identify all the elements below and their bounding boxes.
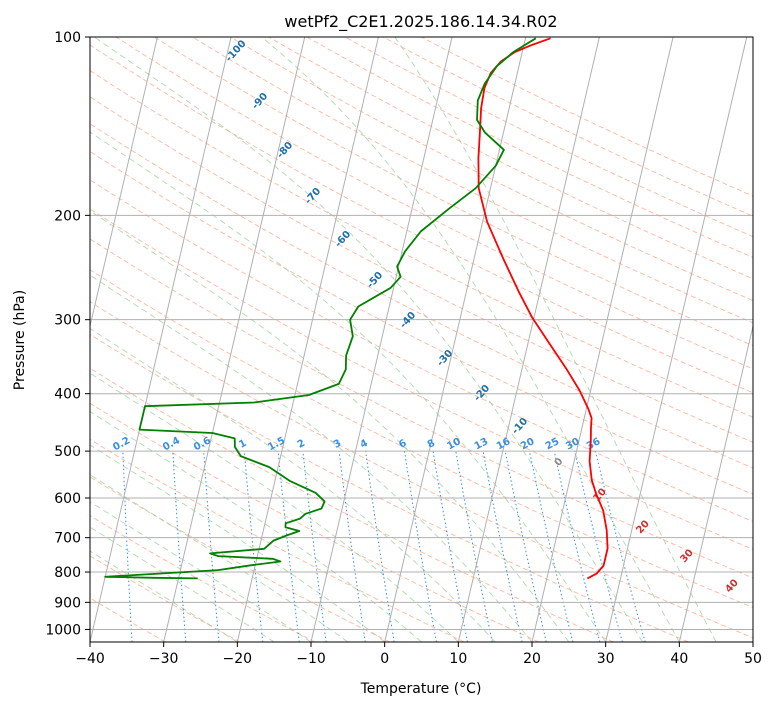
isotherm-line bbox=[236, 37, 379, 642]
dry-adiabat-line bbox=[421, 37, 753, 197]
x-tick-label: 20 bbox=[523, 651, 541, 667]
moist-adiabat-line bbox=[90, 327, 496, 642]
isotherm-line bbox=[310, 37, 453, 642]
dry-adiabat-line bbox=[90, 269, 753, 609]
mixing-ratio-label: 3 bbox=[332, 438, 343, 451]
dry-adiabat-line bbox=[268, 37, 753, 280]
moist-adiabat-line bbox=[394, 37, 717, 642]
y-tick-label: 400 bbox=[54, 387, 81, 403]
x-tick-label: −10 bbox=[296, 651, 326, 667]
moist-adiabat-line bbox=[90, 210, 570, 642]
dry-adiabat-line bbox=[344, 37, 753, 238]
dry-adiabat-line bbox=[115, 37, 753, 370]
dry-adiabat-line bbox=[192, 37, 753, 324]
x-tick-label: 40 bbox=[670, 651, 688, 667]
mixing-ratio-line bbox=[574, 450, 623, 642]
plot-area: 0.10.20.40.611.52346810131620253036-100-… bbox=[90, 37, 753, 642]
moist-adiabat-line bbox=[90, 131, 607, 642]
moist-adiabat-line bbox=[90, 411, 422, 642]
dry-adiabat-line bbox=[90, 123, 753, 469]
y-tick-label: 600 bbox=[54, 491, 81, 507]
x-tick-label: 10 bbox=[449, 651, 467, 667]
dry-adiabat-line bbox=[90, 96, 753, 443]
tick-layer: −40 −30 −20 −10 0 10 20 30 40 50 100 200 300 400 500 60… bbox=[45, 30, 762, 667]
y-tick-label: 500 bbox=[54, 444, 81, 460]
x-tick-label: 30 bbox=[597, 651, 615, 667]
dry-adiabat-line bbox=[154, 37, 753, 347]
mixing-ratio-label: 6 bbox=[397, 438, 408, 451]
y-tick-label: 700 bbox=[54, 531, 81, 547]
isotherm-line bbox=[90, 37, 158, 329]
moist-adiabat-line bbox=[90, 550, 238, 642]
dewpoint-profile-line bbox=[104, 37, 537, 580]
plot-frame bbox=[89, 36, 754, 643]
x-tick-label: −30 bbox=[149, 651, 179, 667]
moist-adiabat-line bbox=[90, 474, 349, 642]
isotherm-line bbox=[531, 37, 674, 642]
mixing-ratio-line bbox=[277, 451, 300, 642]
mixing-ratio-label: 8 bbox=[426, 438, 437, 451]
dry-adiabat-line bbox=[382, 37, 753, 217]
dry-adiabat-line bbox=[90, 208, 753, 550]
temperature-profile-line bbox=[477, 37, 609, 580]
x-tick-label: 50 bbox=[744, 651, 762, 667]
series-layer bbox=[104, 37, 609, 580]
moist-adiabat-line bbox=[90, 274, 533, 642]
mixing-ratio-label: 2 bbox=[296, 438, 307, 451]
dry-adiabat-line bbox=[90, 238, 753, 579]
moist-adiabat-line bbox=[90, 444, 385, 642]
mixing-ratio-line bbox=[203, 451, 220, 642]
y-tick-label: 800 bbox=[54, 565, 81, 581]
dry-adiabat-line bbox=[230, 37, 753, 302]
mixing-ratio-line bbox=[482, 451, 523, 642]
isotherm-line bbox=[605, 37, 748, 642]
y-tick-label: 200 bbox=[54, 208, 81, 224]
isotherm-line bbox=[384, 37, 527, 642]
dry-adiabat-line bbox=[90, 333, 689, 642]
mixing-ratio-label: 4 bbox=[358, 438, 369, 451]
isotherm-line bbox=[90, 37, 232, 642]
x-tick-label: 0 bbox=[380, 651, 389, 667]
mixing-ratio-line bbox=[365, 451, 395, 642]
mixing-ratio-label: 1 bbox=[237, 438, 248, 451]
x-tick-label: −20 bbox=[223, 651, 253, 667]
mixing-ratio-line bbox=[553, 450, 601, 642]
y-tick-label: 900 bbox=[54, 595, 81, 611]
dry-adiabat-line bbox=[90, 515, 315, 642]
dry-adiabat-line bbox=[90, 301, 753, 639]
dry-adiabat-line bbox=[90, 367, 614, 642]
dry-adiabat-line bbox=[90, 150, 753, 495]
dry-adiabat-line bbox=[90, 44, 753, 394]
y-tick-label: 1000 bbox=[45, 622, 81, 638]
mixing-ratio-line bbox=[302, 451, 327, 642]
mixing-ratio-line bbox=[243, 451, 264, 642]
mixing-ratio-line bbox=[504, 451, 547, 642]
chart-title: wetPf2_C2E1.2025.186.14.34.R02 bbox=[284, 12, 557, 32]
x-tick-label: −40 bbox=[75, 651, 105, 667]
isotherm-line bbox=[163, 37, 306, 642]
y-axis-label: Pressure (hPa) bbox=[12, 290, 28, 390]
moist-adiabat-line bbox=[90, 372, 459, 642]
dry-adiabat-line bbox=[90, 179, 753, 522]
y-tick-label: 100 bbox=[54, 30, 81, 46]
moist-adiabat-line bbox=[93, 37, 643, 642]
y-tick-label: 300 bbox=[54, 313, 81, 329]
isotherm-line bbox=[678, 323, 753, 642]
mixing-ratio-line bbox=[455, 451, 493, 642]
isotherm-line bbox=[457, 37, 600, 642]
mixing-ratio-line bbox=[529, 451, 574, 642]
mixing-ratio-line bbox=[338, 451, 366, 642]
x-axis-label: Temperature (°C) bbox=[360, 681, 482, 697]
